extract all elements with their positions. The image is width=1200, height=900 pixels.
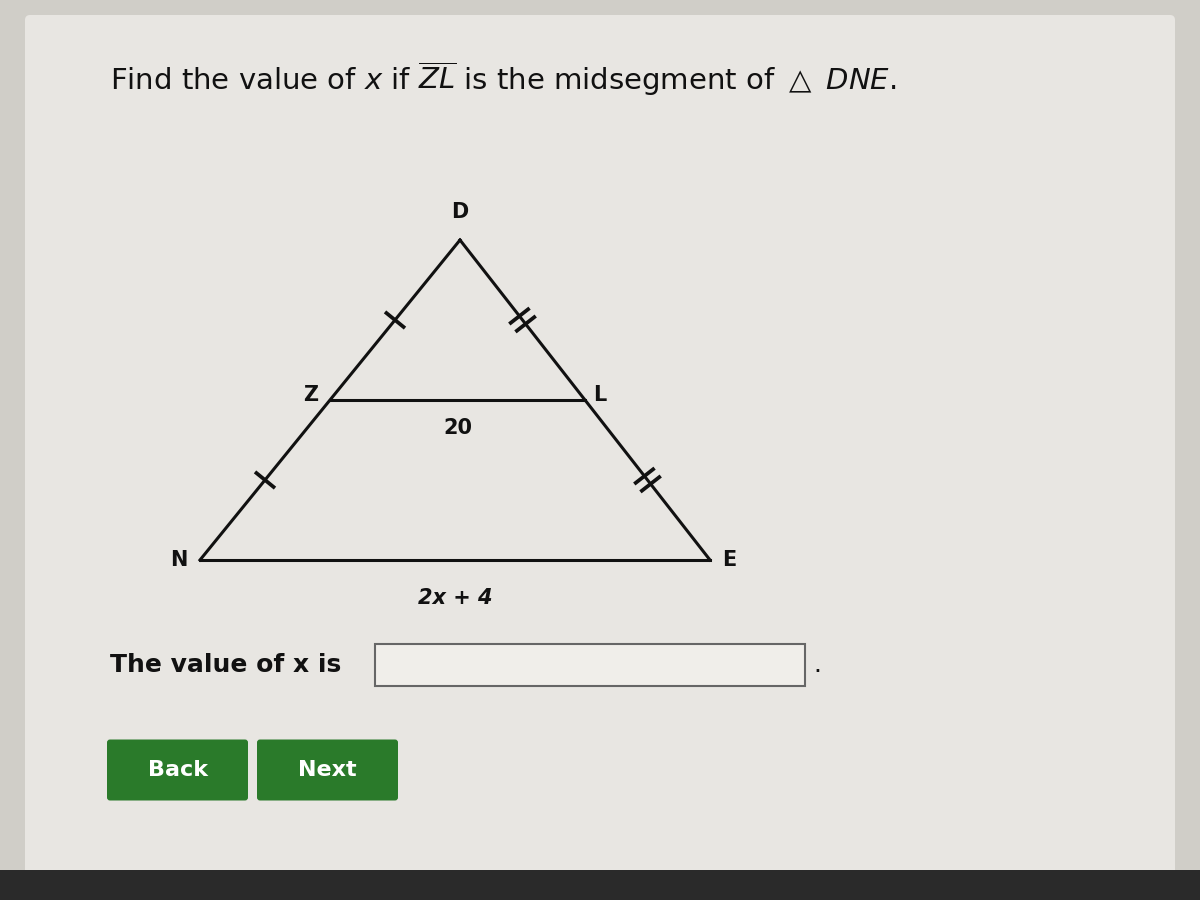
Text: 2x + 4: 2x + 4 — [418, 588, 492, 608]
Text: The value of x is: The value of x is — [110, 653, 341, 677]
FancyBboxPatch shape — [374, 644, 805, 686]
Bar — [0, 870, 1200, 900]
Text: Z: Z — [302, 385, 318, 405]
Text: L: L — [593, 385, 606, 405]
Text: Back: Back — [148, 760, 208, 780]
FancyBboxPatch shape — [107, 740, 248, 800]
Text: Next: Next — [298, 760, 356, 780]
FancyBboxPatch shape — [25, 15, 1175, 885]
Text: E: E — [722, 550, 737, 570]
Text: D: D — [451, 202, 469, 222]
Text: 20: 20 — [443, 418, 472, 438]
Text: .: . — [814, 653, 821, 677]
FancyBboxPatch shape — [257, 740, 398, 800]
Text: N: N — [170, 550, 188, 570]
Text: Find the value of $x$ if $\overline{ZL}$ is the midsegment of $\triangle$ $DNE$.: Find the value of $x$ if $\overline{ZL}$… — [110, 60, 896, 98]
